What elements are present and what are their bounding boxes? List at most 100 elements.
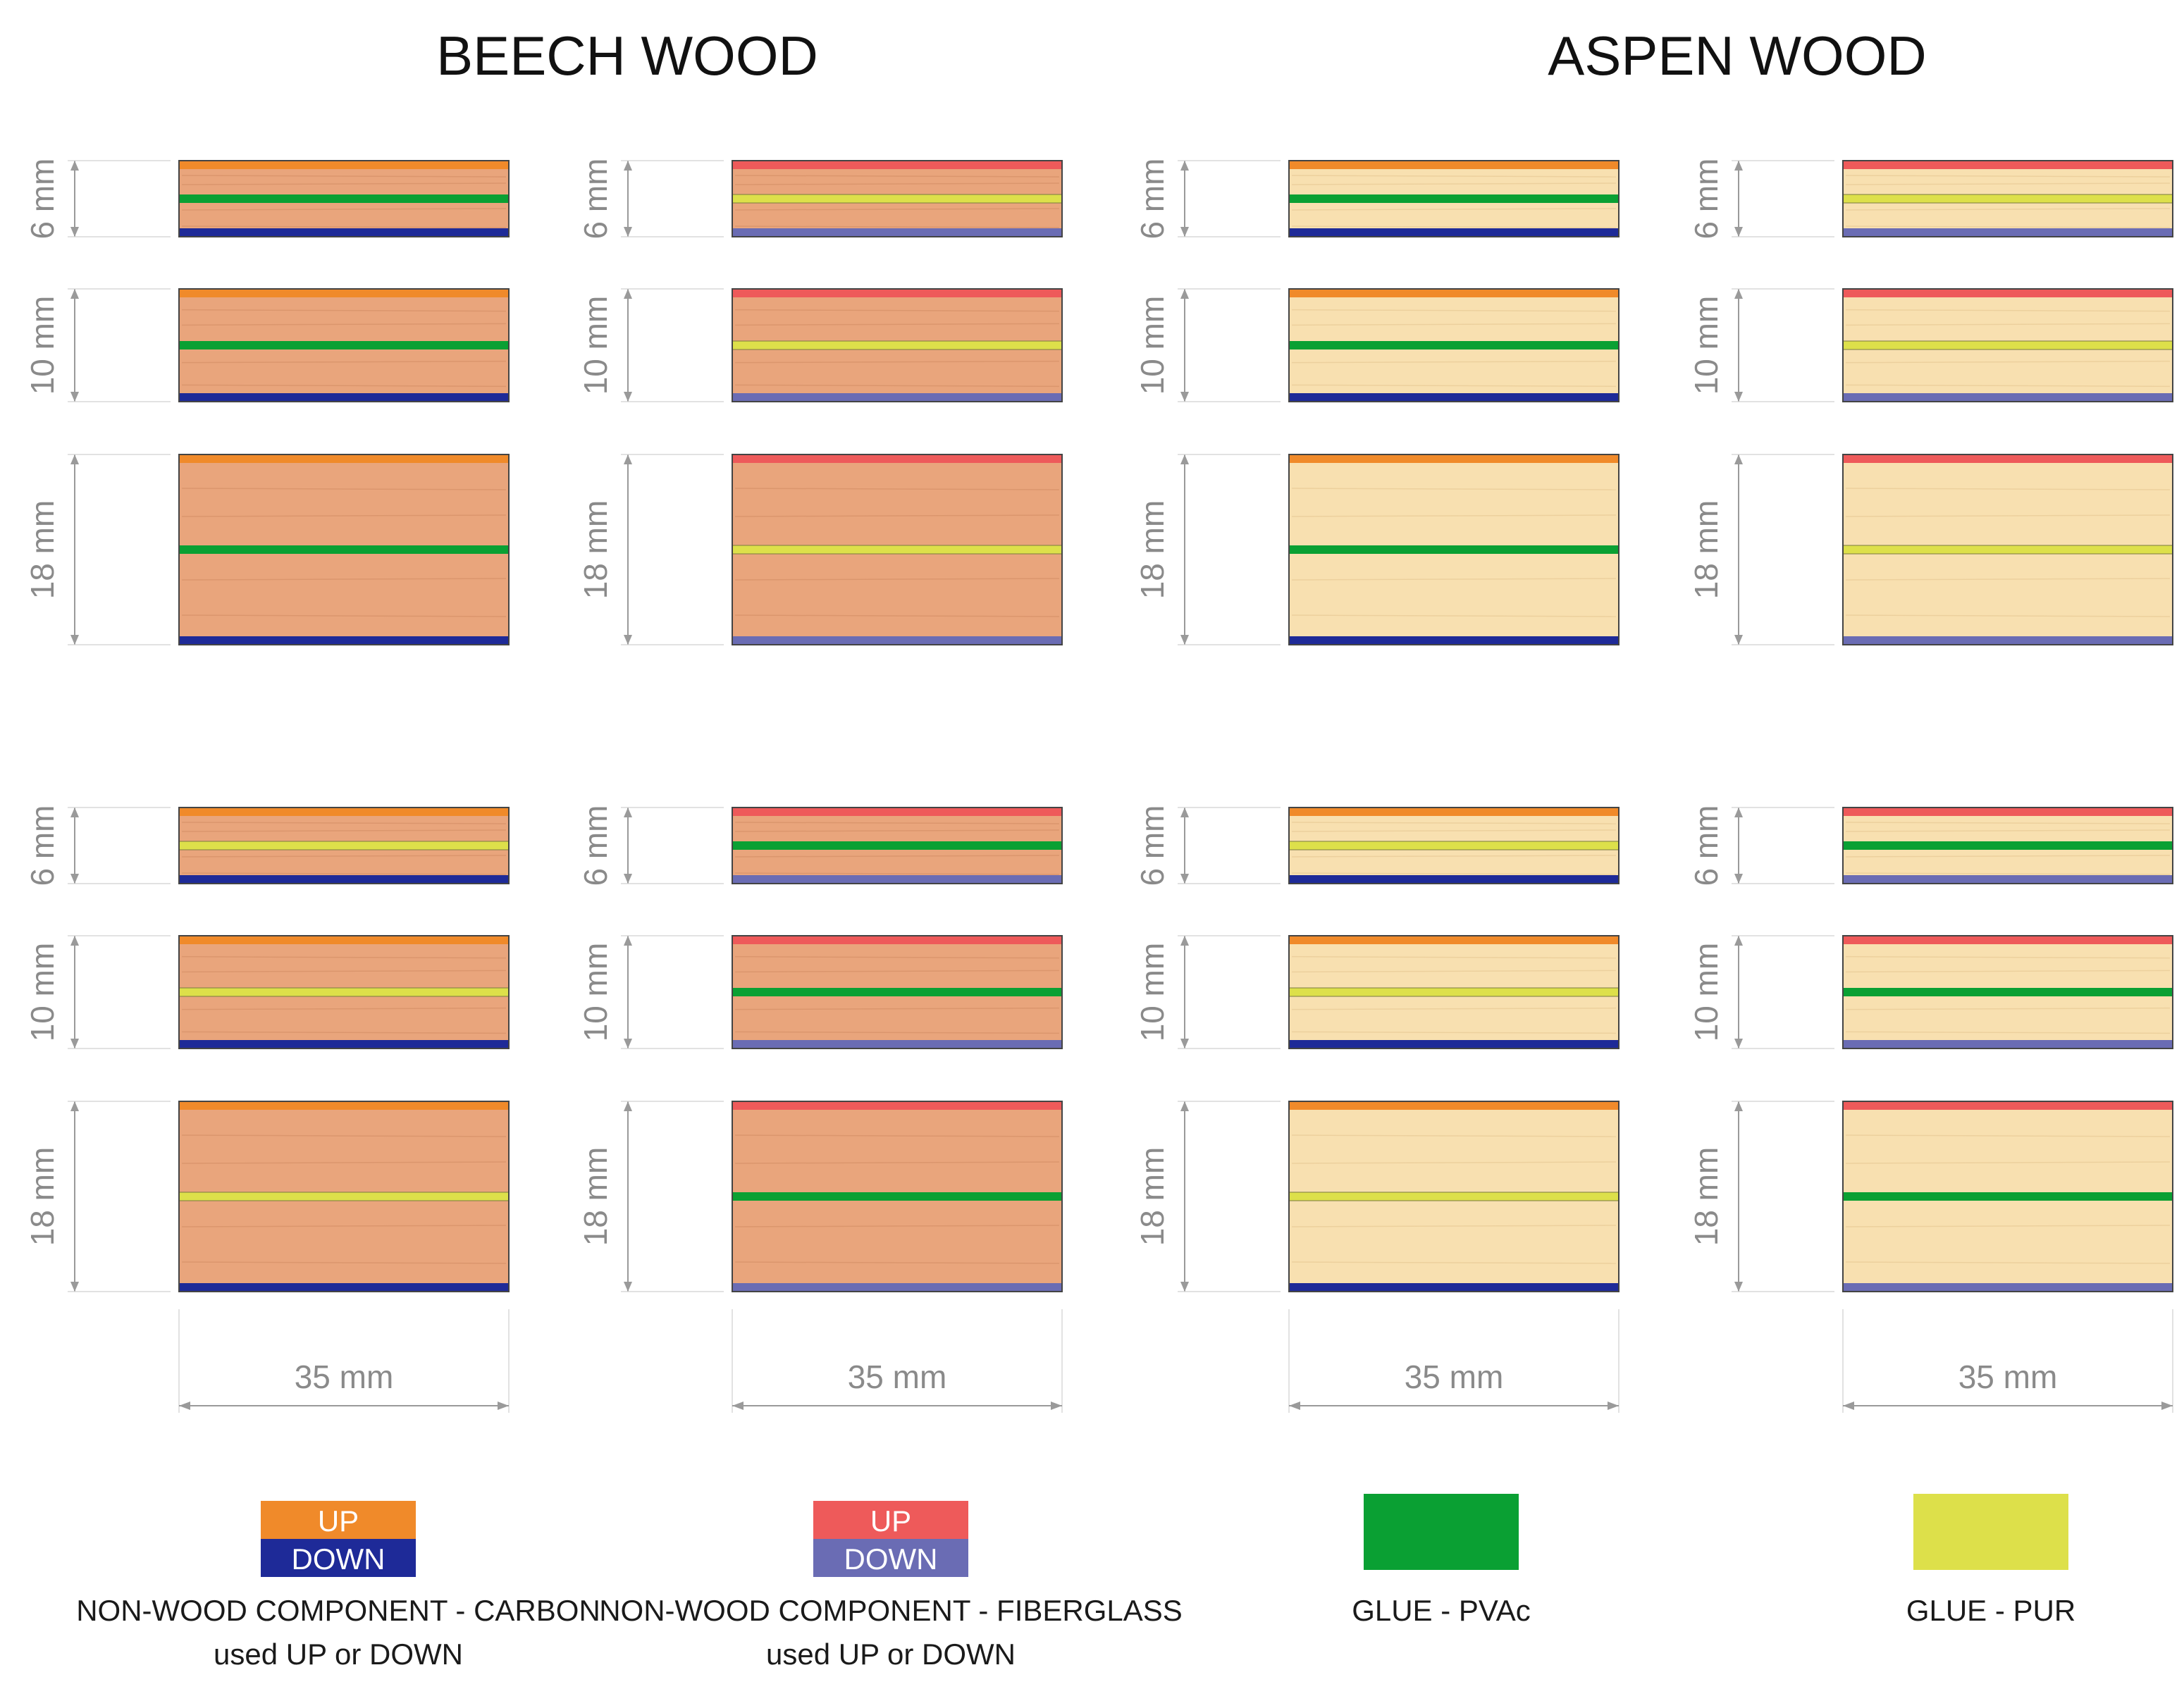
down-layer [732, 393, 1062, 402]
legend-usage-note: used UP or DOWN [766, 1638, 1016, 1671]
thickness-label: 6 mm [1688, 159, 1725, 240]
glue-layer [1842, 194, 2173, 204]
arrow-up-icon [1180, 808, 1189, 817]
thickness-dimension: 6 mm [1688, 805, 1834, 886]
thickness-dimension: 18 mm [1688, 454, 1834, 645]
glue-layer [1843, 1192, 2173, 1201]
arrow-up-icon [624, 161, 632, 171]
glue-layer [1288, 841, 1620, 850]
wood-grain-line [1845, 1134, 2171, 1137]
arrow-up-icon [624, 808, 632, 817]
panel-outline [1288, 1101, 1620, 1292]
thickness-dimension: 10 mm [1134, 935, 1281, 1049]
thickness-label: 6 mm [1134, 159, 1171, 240]
up-layer [1289, 289, 1619, 297]
wood-grain-line [734, 1161, 1060, 1164]
legend-down-swatch [261, 1539, 416, 1577]
wood-grain-line [181, 1161, 507, 1164]
down-layer [179, 393, 509, 402]
thickness-dimension: 10 mm [1688, 288, 1834, 402]
legend-up-swatch [813, 1501, 968, 1539]
arrow-up-icon [624, 936, 632, 946]
laminate-panel [1288, 1101, 1620, 1292]
wood-grain-line [1291, 970, 1617, 973]
arrow-up-icon [1180, 161, 1189, 171]
wood-grain-line [1845, 309, 2171, 312]
legend-usage-note: used UP or DOWN [214, 1638, 463, 1671]
thickness-label: 6 mm [577, 805, 614, 886]
laminate-panel [1842, 1101, 2173, 1292]
panel-outline [1842, 454, 2173, 645]
thickness-label: 10 mm [1134, 943, 1171, 1042]
thickness-dimension: 6 mm [1688, 159, 1834, 240]
down-layer [179, 1283, 509, 1292]
down-layer [732, 1040, 1062, 1048]
wood-grain-line [734, 970, 1060, 973]
arrow-down-icon [1734, 227, 1743, 237]
arrow-up-icon [1734, 808, 1743, 817]
wood-grain-line [181, 822, 507, 824]
wood-grain-line [1291, 182, 1617, 185]
legend-description: GLUE - PVAc [1352, 1594, 1531, 1627]
legend-glue-swatch [1913, 1494, 2068, 1570]
glue-layer [178, 987, 510, 997]
legend-down-label: DOWN [292, 1542, 385, 1576]
wood-grain-line [1845, 1161, 2171, 1164]
panel-outline [1842, 807, 2173, 884]
wood-grain-line [1845, 1261, 2171, 1264]
up-layer [1289, 936, 1619, 944]
wood-grain-line [181, 1225, 507, 1227]
glue-layer [732, 1192, 1062, 1201]
thickness-label: 18 mm [24, 500, 61, 600]
wood-grain-line [181, 225, 507, 228]
legend-up-swatch [261, 1501, 416, 1539]
laminate-panel [732, 288, 1063, 402]
arrow-up-icon [1180, 289, 1189, 299]
arrow-up-icon [1734, 161, 1743, 171]
glue-layer [1289, 341, 1619, 349]
wood-grain-line [181, 970, 507, 973]
up-layer [1843, 161, 2173, 169]
wood-grain-line [1845, 323, 2171, 326]
wood-grain-line [734, 578, 1060, 581]
arrow-up-icon [624, 454, 632, 464]
wood-grain-line [1845, 514, 2171, 517]
arrow-up-icon [70, 936, 79, 946]
arrow-up-icon [1734, 936, 1743, 946]
up-layer [1289, 454, 1619, 463]
arrow-down-icon [624, 1282, 632, 1292]
arrow-up-icon [1734, 1101, 1743, 1111]
wood-grain-line [1291, 488, 1617, 490]
arrow-down-icon [1180, 1282, 1189, 1292]
glue-layer [178, 1192, 510, 1201]
up-layer [1843, 454, 2173, 463]
down-layer [179, 636, 509, 645]
glue-layer [1843, 988, 2173, 996]
wood-grain-line [734, 182, 1060, 185]
up-layer [179, 161, 509, 169]
down-layer [732, 1283, 1062, 1292]
thickness-label: 18 mm [24, 1147, 61, 1246]
thickness-label: 6 mm [24, 159, 61, 240]
wood-grain-line [1291, 1031, 1617, 1034]
wood-grain-line [734, 514, 1060, 517]
thickness-label: 10 mm [1688, 296, 1725, 395]
up-layer [1289, 808, 1619, 816]
wood-grain-line [181, 488, 507, 490]
wood-grain-line [1291, 872, 1617, 875]
down-layer [1843, 1040, 2173, 1048]
wood-grain-line [734, 488, 1060, 490]
wood-grain-line [181, 208, 507, 211]
thickness-dimension: 6 mm [24, 805, 171, 886]
thickness-dimension: 6 mm [577, 805, 724, 886]
arrow-down-icon [70, 1282, 79, 1292]
down-layer [1289, 875, 1619, 884]
down-layer [1289, 228, 1619, 237]
panel-outline [178, 454, 510, 645]
arrow-down-icon [1180, 392, 1189, 402]
legend-description: NON-WOOD COMPONENT - CARBON [76, 1594, 600, 1627]
up-layer [732, 1101, 1062, 1110]
arrow-down-icon [624, 227, 632, 237]
panel-outline [1842, 160, 2173, 237]
